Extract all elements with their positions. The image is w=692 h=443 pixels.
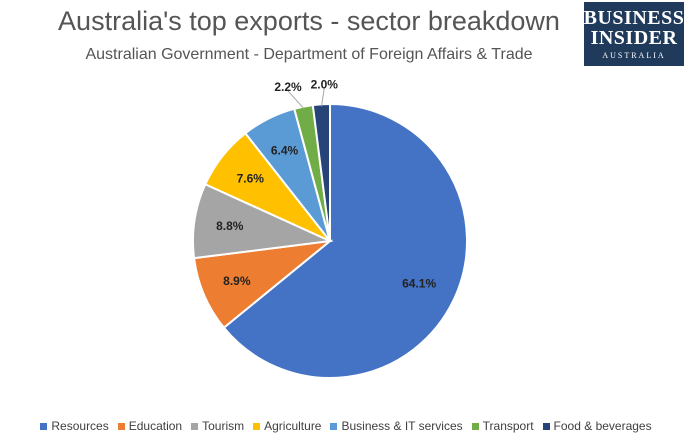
data-label-food-and-beverages: 2.0%	[311, 77, 339, 91]
chart-subtitle: Australian Government - Department of Fo…	[85, 46, 533, 63]
legend-label: Resources	[51, 419, 109, 433]
data-label-tourism: 8.8%	[216, 219, 244, 233]
logo-line-2: INSIDER	[590, 27, 678, 49]
legend-item-tourism: Tourism	[191, 419, 244, 433]
chart-title: Australia's top exports - sector breakdo…	[58, 6, 560, 36]
logo-line-3: AUSTRALIA	[602, 51, 666, 60]
pie-slices	[192, 102, 468, 379]
leader-line-transport	[287, 90, 305, 109]
data-label-agriculture: 7.6%	[237, 171, 265, 185]
logo-line-1: BUSINESS	[583, 7, 685, 29]
data-label-transport: 2.2%	[274, 80, 302, 94]
pie-data-labels: 64.1% 8.9% 8.8% 7.6% 6.4% 2.2% 2.0%	[216, 77, 436, 290]
legend-swatch	[542, 422, 550, 430]
business-insider-logo: BUSINESS INSIDER AUSTRALIA	[584, 2, 684, 66]
legend-item-business-and-it-services: Business & IT services	[330, 419, 463, 433]
pie-slice-resources	[222, 102, 468, 379]
legend-swatch	[253, 422, 261, 430]
legend-swatch	[117, 422, 125, 430]
legend-item-food-and-beverages: Food & beverages	[542, 419, 652, 433]
pie-leader-lines	[287, 88, 325, 109]
legend-label: Tourism	[202, 419, 245, 433]
legend-label: Education	[128, 419, 183, 433]
legend-label: Transport	[482, 419, 534, 433]
leader-line-food-and-beverages	[321, 88, 325, 107]
legend-swatch	[330, 422, 338, 430]
legend-label: Food & beverages	[553, 419, 652, 433]
chart-legend: Resources Education Tourism Agriculture Busi…	[0, 419, 692, 433]
legend-swatch	[40, 422, 48, 430]
legend-swatch	[471, 422, 479, 430]
legend-label: Agriculture	[264, 419, 322, 433]
legend-item-education: Education	[117, 419, 183, 433]
data-label-business-and-it-services: 6.4%	[271, 143, 299, 157]
data-label-resources: 64.1%	[402, 276, 436, 290]
legend-item-agriculture: Agriculture	[253, 419, 321, 433]
legend-item-transport: Transport	[471, 419, 534, 433]
legend-swatch	[191, 422, 199, 430]
data-label-education: 8.9%	[223, 274, 251, 288]
legend-label: Business & IT services	[341, 419, 463, 433]
legend-item-resources: Resources	[40, 419, 109, 433]
